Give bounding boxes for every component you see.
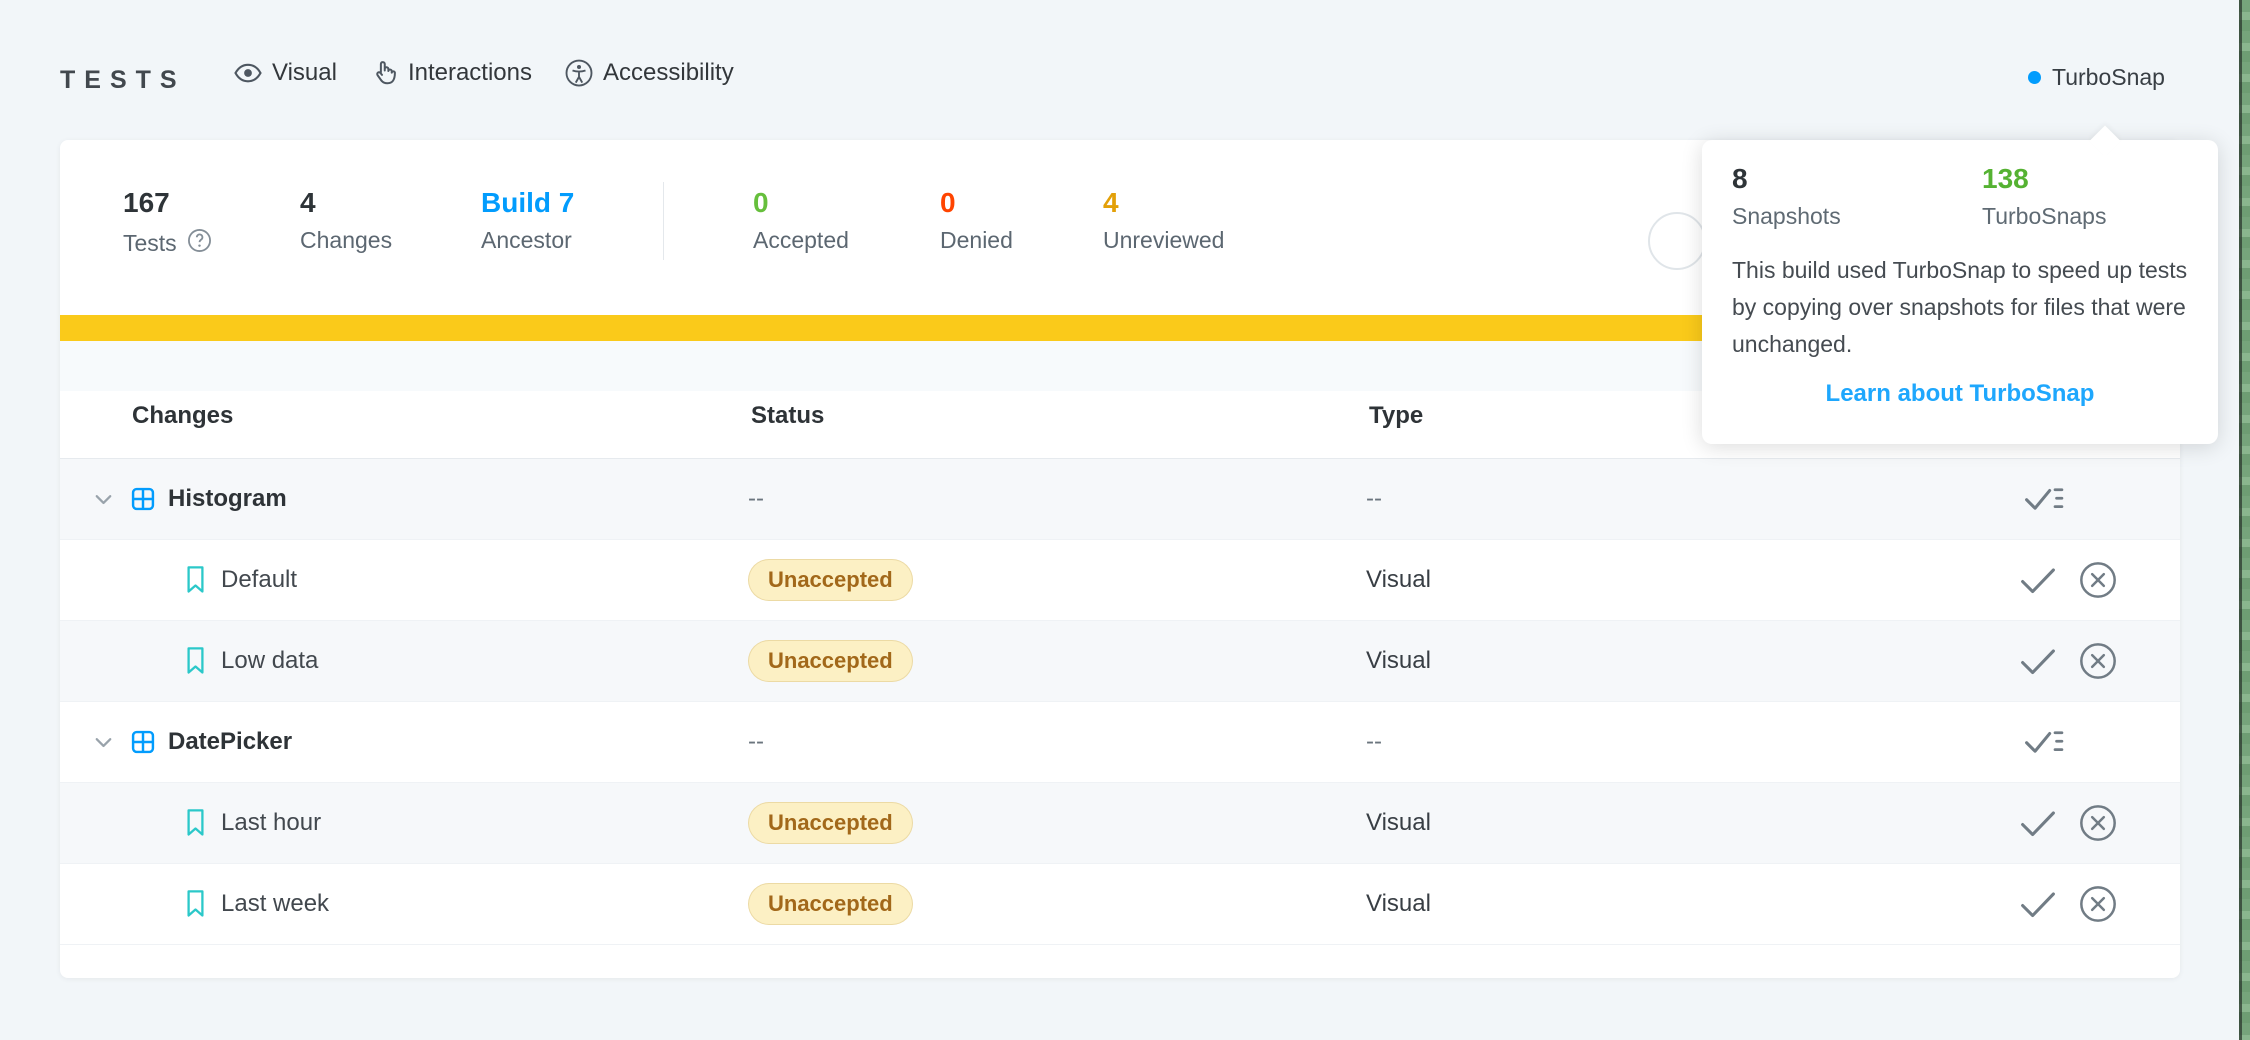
pointer-hand-icon [369,58,399,88]
component-grid-icon [129,728,157,756]
column-header-status: Status [751,402,825,429]
help-icon[interactable] [186,227,213,260]
stat-changes: 4 Changes [300,186,392,254]
screen-edge-artifact [2239,0,2250,1040]
stat-value: 4 [300,187,316,218]
status-badge: Unaccepted [748,640,913,682]
status-cell: Unaccepted [748,559,913,601]
bookmark-icon [184,808,207,838]
stat-value: 0 [753,187,769,218]
type-value: Visual [1366,809,1431,836]
story-name: Low data [221,647,319,674]
page-title: TESTS [60,66,186,94]
column-header-type: Type [1369,402,1424,429]
type-value: -- [1366,728,1382,755]
tab-label: Visual [272,59,337,86]
test-rows: Histogram -- -- Default Unaccepted Visual Low … [60,459,2180,945]
column-header-changes: Changes [132,402,234,429]
ancestor-build-link[interactable]: Build 7 [481,187,575,218]
stat-label: Changes [300,227,393,253]
deny-button[interactable] [2078,803,2118,843]
component-row[interactable]: Histogram -- -- [60,459,2180,540]
turbosnap-indicator[interactable]: TurboSnap [2028,64,2165,91]
stat-label: Unreviewed [1103,227,1225,253]
stat-value: 167 [123,187,170,218]
accessibility-icon [564,58,594,88]
accept-button[interactable] [2018,565,2058,596]
bookmark-icon [184,646,207,676]
status-cell: Unaccepted [748,883,913,925]
popover-description: This build used TurboSnap to speed up te… [1732,257,2188,357]
status-value: -- [748,485,764,512]
story-name: Default [221,566,298,593]
stat-label: Denied [940,227,1013,253]
tab-interactions[interactable]: Interactions [369,58,532,88]
status-cell: Unaccepted [748,802,913,844]
deny-button[interactable] [2078,884,2118,924]
stat-tests: 167 Tests [123,186,213,260]
stat-value: 138 [1982,163,2029,194]
stat-label: Ancestor [481,227,572,253]
story-name: Last hour [221,809,322,836]
status-value: -- [748,728,764,755]
stat-label: TurboSnaps [1982,203,2107,229]
story-row[interactable]: Default Unaccepted Visual [60,540,2180,621]
type-value: Visual [1366,890,1431,917]
learn-about-turbosnap-link[interactable]: Learn about TurboSnap [1825,380,2095,407]
chevron-down-icon[interactable] [90,486,117,513]
stat-value: 4 [1103,187,1119,218]
stat-value: 0 [940,187,956,218]
tab-visual[interactable]: Visual [233,58,337,88]
stat-accepted: 0 Accepted [753,186,849,254]
stat-value: 8 [1732,163,1748,194]
turbosnap-dot-icon [2028,71,2041,84]
tab-label: Interactions [407,59,533,86]
accept-all-button[interactable] [2022,726,2065,759]
stat-label: Tests [123,230,177,256]
bookmark-icon [184,889,207,919]
stat-unreviewed: 4 Unreviewed [1103,186,1224,254]
turbosnap-indicator-label: TurboSnap [2052,64,2165,90]
status-badge: Unaccepted [748,559,913,601]
popover-arrow [2089,125,2121,157]
stat-label: Snapshots [1732,203,1841,229]
component-name: Histogram [168,485,287,512]
accept-all-button[interactable] [2022,483,2065,516]
table-header-rule [60,458,2180,459]
story-row[interactable]: Low data Unaccepted Visual [60,621,2180,702]
deny-button[interactable] [2078,560,2118,600]
stats-divider [663,182,664,260]
hidden-circle-button[interactable] [1648,212,1706,270]
type-value: Visual [1366,566,1431,593]
status-badge: Unaccepted [748,883,913,925]
bookmark-icon [184,565,207,595]
accept-button[interactable] [2018,646,2058,677]
turbosnap-popover: 8 Snapshots 138 TurboSnaps This build us… [1702,125,2218,444]
deny-button[interactable] [2078,641,2118,681]
stat-denied: 0 Denied [940,186,1013,254]
popover-stat-turbosnaps: 138 TurboSnaps [1982,162,2106,230]
type-value: -- [1366,485,1382,512]
stat-ancestor: Build 7 Ancestor [481,186,574,254]
tab-accessibility[interactable]: Accessibility [564,58,734,88]
stat-label: Accepted [753,227,849,253]
accept-button[interactable] [2018,808,2058,839]
chevron-down-icon[interactable] [90,729,117,756]
status-badge: Unaccepted [748,802,913,844]
popover-stat-snapshots: 8 Snapshots [1732,162,1841,230]
story-row[interactable]: Last hour Unaccepted Visual [60,783,2180,864]
eye-icon [233,58,263,88]
component-row[interactable]: DatePicker -- -- [60,702,2180,783]
story-name: Last week [221,890,330,917]
test-type-tabs: Visual Interactions Accessibility [233,58,734,88]
tab-label: Accessibility [603,59,734,86]
component-name: DatePicker [168,728,293,755]
accept-button[interactable] [2018,889,2058,920]
type-value: Visual [1366,647,1431,674]
story-row[interactable]: Last week Unaccepted Visual [60,864,2180,945]
status-cell: Unaccepted [748,640,913,682]
component-grid-icon [129,485,157,513]
build-summary-card: 167 Tests 4 Changes Build 7 Ancestor [60,140,2180,978]
